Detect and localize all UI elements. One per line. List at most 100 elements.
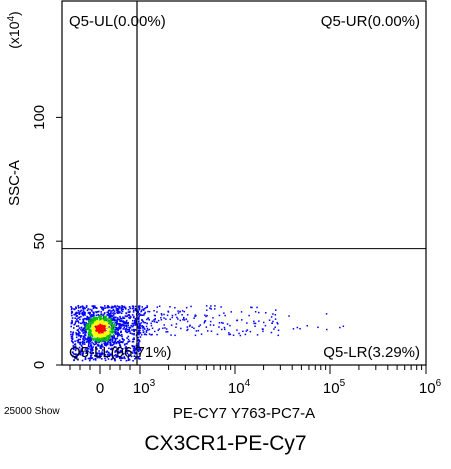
event-dot [342, 325, 345, 327]
event-dot [85, 355, 88, 357]
event-dot [82, 343, 84, 345]
event-dot [94, 332, 97, 335]
event-dot [244, 333, 247, 336]
event-dot [140, 322, 143, 324]
event-dot [75, 333, 78, 335]
event-dot [99, 316, 101, 318]
event-dot [82, 328, 84, 331]
event-dot [156, 333, 158, 336]
event-dot [138, 318, 140, 321]
event-dot [80, 335, 83, 337]
event-dot [245, 330, 248, 332]
event-dot [96, 326, 98, 329]
event-dot [123, 344, 126, 346]
event-dot [97, 352, 99, 355]
event-dot [77, 307, 80, 309]
event-dot [75, 315, 78, 318]
event-dot [96, 317, 99, 319]
event-dot [100, 326, 103, 329]
event-dot [103, 350, 106, 353]
event-dot [145, 307, 147, 309]
event-dot [74, 343, 77, 345]
event-dot [138, 334, 140, 336]
plot-frame [61, 0, 427, 366]
event-dot [101, 328, 104, 330]
event-dot [95, 322, 98, 325]
event-dot [142, 326, 145, 328]
event-dot [122, 316, 124, 318]
event-dot [141, 306, 143, 308]
event-dot [113, 312, 115, 314]
event-dot [144, 311, 146, 314]
event-dot [156, 306, 159, 308]
event-dot [112, 309, 115, 312]
event-dot [89, 357, 92, 359]
event-dot [91, 326, 94, 328]
event-dot [73, 348, 75, 350]
event-dot [103, 313, 106, 315]
event-dot [138, 340, 141, 342]
event-dot [145, 331, 148, 333]
event-dot [127, 330, 130, 333]
event-dot [272, 313, 274, 315]
event-dot [110, 339, 112, 342]
event-dot [84, 348, 87, 350]
event-dot [101, 346, 104, 348]
event-dot [133, 309, 135, 312]
event-dot [77, 340, 80, 342]
events-shown-label: 25000 Show [4, 406, 60, 417]
event-dot [116, 305, 119, 307]
event-dot [96, 356, 99, 359]
event-dot [138, 347, 141, 349]
event-dot [139, 336, 142, 338]
event-dot [185, 306, 188, 309]
event-dot [112, 330, 114, 333]
event-dot [165, 331, 167, 333]
event-dot [110, 328, 113, 330]
event-dot [94, 337, 96, 340]
event-dot [108, 328, 111, 331]
event-dot [103, 355, 106, 357]
event-dot [97, 326, 99, 329]
event-dot [113, 318, 116, 321]
event-dot [89, 335, 92, 338]
event-dot [143, 309, 145, 311]
event-dot [120, 307, 123, 309]
event-dot [195, 330, 198, 332]
event-dot [70, 337, 73, 339]
event-dot [108, 354, 110, 356]
event-dot [90, 344, 92, 347]
event-dot [94, 306, 96, 309]
event-dot [77, 353, 80, 355]
event-dot [158, 328, 161, 330]
event-dot [91, 315, 94, 317]
event-dot [81, 359, 84, 362]
event-dot [96, 339, 99, 342]
event-dot [123, 322, 125, 324]
event-dot [96, 328, 98, 330]
event-dot [107, 319, 109, 322]
event-dot [87, 308, 89, 310]
event-dot [130, 355, 133, 358]
event-dot [127, 335, 130, 338]
event-dot [139, 358, 141, 360]
event-dot [100, 331, 103, 333]
event-dot [138, 308, 141, 310]
event-dot [92, 319, 94, 321]
event-dot [104, 359, 107, 362]
event-dot [139, 327, 142, 329]
event-dot [111, 312, 113, 315]
event-dot [115, 354, 117, 356]
event-dot [187, 328, 189, 331]
event-dot [203, 322, 206, 324]
event-dot [120, 356, 123, 359]
event-dot [132, 322, 135, 325]
event-dot [81, 322, 83, 325]
event-dot [101, 351, 103, 353]
event-dot [89, 359, 91, 362]
event-dot [122, 308, 124, 311]
event-dot [121, 305, 123, 307]
event-dot [102, 314, 104, 316]
event-dot [113, 317, 115, 320]
event-dot [109, 343, 112, 346]
